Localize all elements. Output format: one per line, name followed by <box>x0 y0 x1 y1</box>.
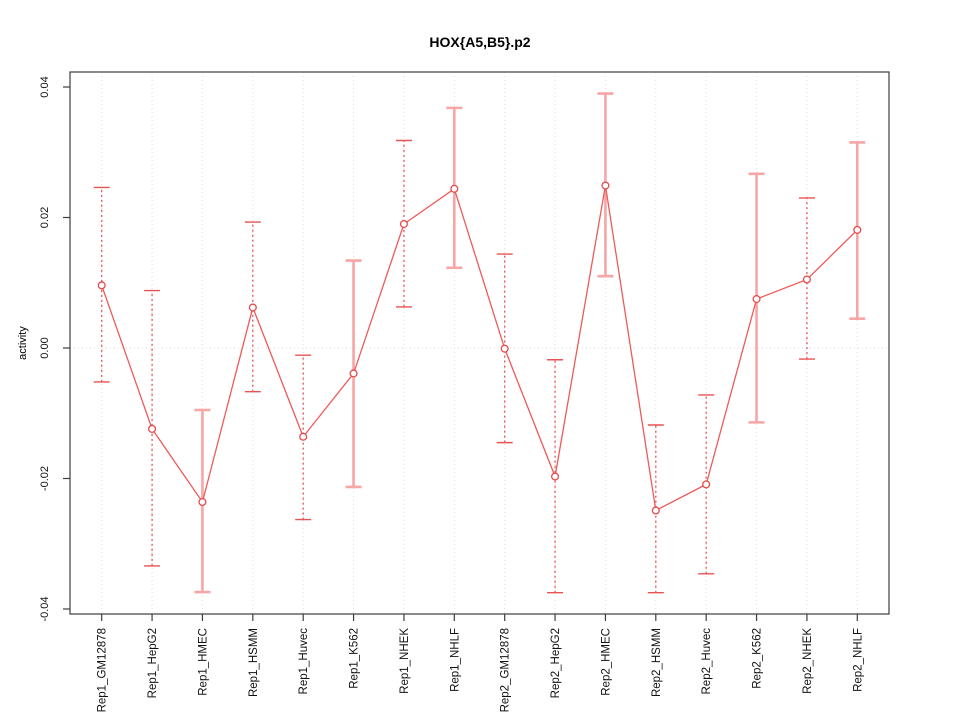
x-axis-tick-label: Rep2_K562 <box>752 628 764 689</box>
data-point <box>500 344 509 353</box>
x-axis-tick-label: Rep1_K562 <box>349 628 361 689</box>
plot-frame <box>69 71 890 615</box>
data-point <box>148 424 157 433</box>
data-point <box>450 184 459 193</box>
x-axis-tick-label: Rep1_NHEK <box>399 628 411 694</box>
data-point <box>802 275 811 284</box>
data-point <box>97 281 106 290</box>
data-point <box>248 303 257 312</box>
x-axis-tick-label: Rep1_HSMM <box>248 628 260 697</box>
data-point <box>702 480 711 489</box>
y-axis-tick-label: 0.04 <box>39 76 51 97</box>
x-axis-tick-label: Rep2_HepG2 <box>550 628 562 698</box>
data-line <box>101 185 858 512</box>
x-axis-tick-label: Rep2_NHEK <box>802 628 814 694</box>
grid-layer <box>70 72 889 614</box>
points-layer <box>97 181 862 515</box>
x-axis-tick-label: Rep2_Huvec <box>701 628 713 695</box>
data-point <box>651 506 660 515</box>
y-axis-tick-label: -0.02 <box>39 466 51 491</box>
y-axis-tick-label: -0.04 <box>39 596 51 621</box>
data-point <box>198 497 207 507</box>
x-axis-tick-label: Rep2_HMEC <box>600 628 612 696</box>
data-point <box>752 295 761 304</box>
y-axis-tick-label: 0.02 <box>39 207 51 228</box>
x-axis-tick-label: Rep1_HMEC <box>197 628 209 696</box>
data-point <box>853 225 862 234</box>
y-axis-tick-label: 0.00 <box>39 337 51 358</box>
line-layer <box>101 185 858 512</box>
chart-title: HOX{A5,B5}.p2 <box>429 34 530 50</box>
data-point <box>601 181 610 190</box>
x-axis-tick-label: Rep1_HepG2 <box>147 628 159 698</box>
errorbar-layer <box>93 92 866 594</box>
data-point <box>299 432 308 441</box>
x-axis-tick-label: Rep2_HSMM <box>651 628 663 697</box>
data-point <box>349 369 358 378</box>
data-point <box>399 219 408 229</box>
x-axis-tick-label: Rep1_Huvec <box>298 628 310 695</box>
data-point <box>551 472 560 481</box>
axes-layer: -0.04 -0.02 0.00 0.02 0.04 Rep1_GM12878 Rep1_H… <box>39 71 890 712</box>
x-axis-tick-label: Rep1_GM12878 <box>97 628 109 712</box>
x-axis-tick-label: Rep2_NHLF <box>852 628 864 692</box>
x-axis-tick-label: Rep1_NHLF <box>449 628 461 692</box>
x-axis-tick-label: Rep2_GM12878 <box>500 628 512 712</box>
y-axis-title: activity <box>17 326 29 360</box>
